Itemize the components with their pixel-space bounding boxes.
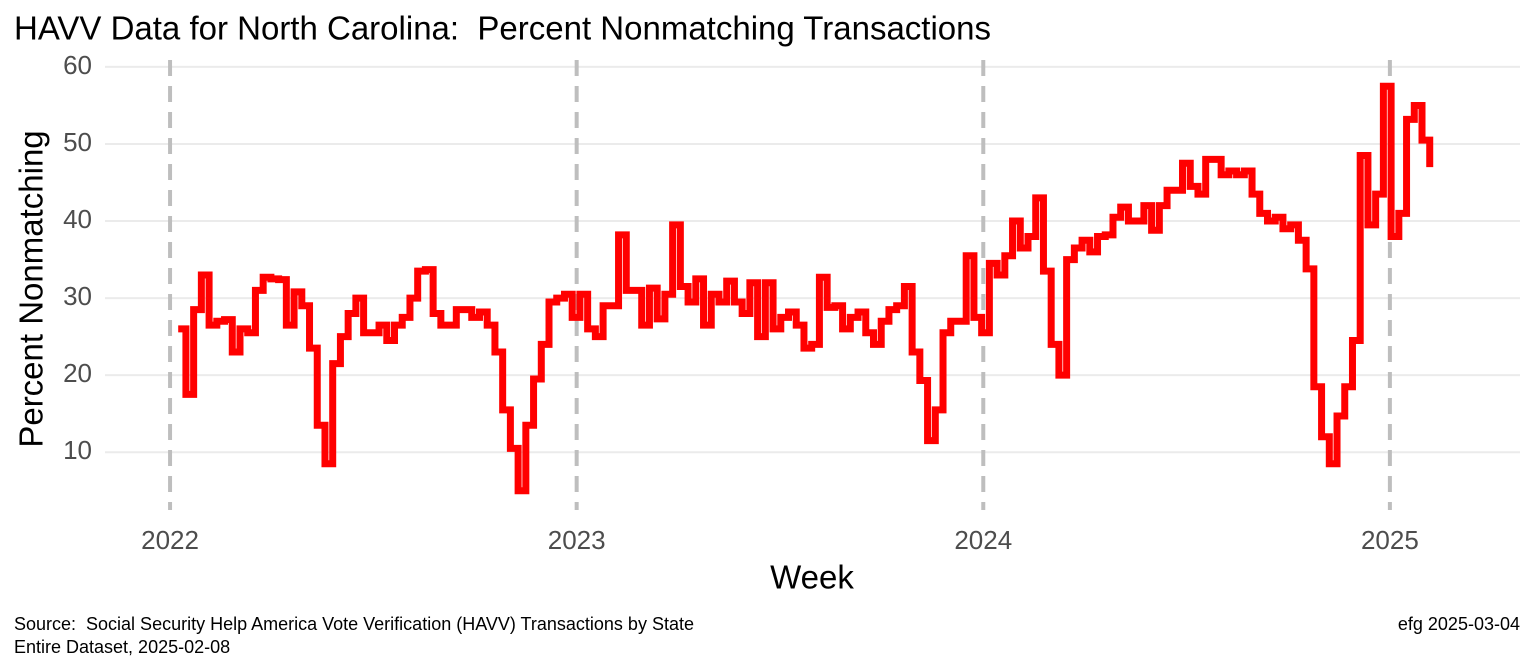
caption: Source: Social Security Help America Vot… bbox=[14, 614, 694, 634]
x-tick-label: 2023 bbox=[548, 525, 606, 555]
x-axis-title: Week bbox=[770, 559, 854, 596]
y-tick-label: 20 bbox=[63, 358, 92, 388]
y-tick-label: 40 bbox=[63, 204, 92, 234]
data-line bbox=[178, 82, 1434, 495]
x-tick-label: 2024 bbox=[954, 525, 1012, 555]
y-tick-label: 50 bbox=[63, 127, 92, 157]
chart-title: HAVV Data for North Carolina: Percent No… bbox=[14, 10, 991, 47]
caption: Entire Dataset, 2025-02-08 bbox=[14, 637, 230, 657]
y-tick-label: 30 bbox=[63, 281, 92, 311]
caption-right: efg 2025-03-04 bbox=[1398, 614, 1520, 634]
y-axis-title: Percent Nonmatching bbox=[13, 130, 50, 447]
x-tick-label: 2022 bbox=[141, 525, 199, 555]
y-tick-label: 10 bbox=[63, 435, 92, 465]
y-tick-label: 60 bbox=[63, 50, 92, 80]
x-tick-label: 2025 bbox=[1361, 525, 1419, 555]
